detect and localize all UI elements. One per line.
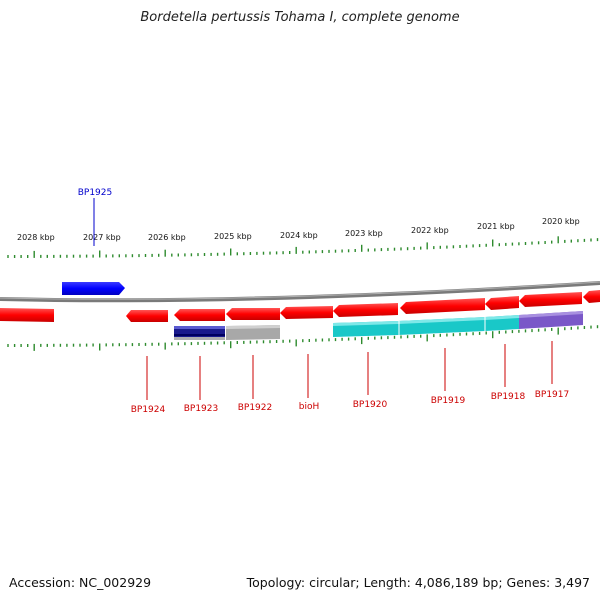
label-BP1920: BP1920	[353, 352, 388, 410]
gene-partial-left[interactable]	[0, 308, 54, 322]
scale-label-2025: 2025 kbp	[214, 232, 252, 241]
label-BP1917-text: BP1917	[535, 390, 570, 400]
gene-bioH[interactable]	[280, 306, 333, 319]
scale-label-2027: 2027 kbp	[83, 233, 121, 242]
scale-label-2024: 2024 kbp	[280, 231, 318, 240]
scale-label-2028: 2028 kbp	[17, 233, 55, 242]
label-BP1925: BP1925	[78, 188, 113, 246]
topology-text: Topology: circular; Length: 4,086,189 bp…	[246, 575, 590, 590]
scale-label-2022: 2022 kbp	[411, 226, 449, 235]
scale-label-2020: 2020 kbp	[542, 217, 580, 226]
label-BP1919-text: BP1919	[431, 396, 466, 406]
label-BP1919: BP1919	[431, 348, 466, 406]
feature-purple[interactable]	[519, 311, 583, 329]
label-BP1925-text: BP1925	[78, 188, 113, 198]
label-BP1924: BP1924	[131, 356, 166, 415]
gene-BP1917[interactable]	[519, 292, 582, 307]
label-BP1923: BP1923	[184, 356, 219, 414]
scale-labels: 2028 kbp 2027 kbp 2026 kbp 2025 kbp 2024…	[17, 217, 580, 242]
label-BP1922-text: BP1922	[238, 403, 273, 413]
label-BP1920-text: BP1920	[353, 400, 388, 410]
gene-BP1924[interactable]	[126, 310, 168, 322]
map-title: Bordetella pertussis Tohama I, complete …	[140, 10, 460, 25]
lower-tick-row	[7, 325, 599, 351]
feature-BP1922[interactable]	[226, 325, 280, 340]
genome-backbone	[0, 281, 600, 303]
label-BP1922: BP1922	[238, 355, 273, 413]
feature-BP1923[interactable]	[174, 326, 225, 340]
scale-label-2021: 2021 kbp	[477, 222, 515, 231]
gene-BP1923[interactable]	[174, 309, 225, 321]
scale-label-2026: 2026 kbp	[148, 233, 186, 242]
label-BP1924-text: BP1924	[131, 405, 166, 415]
feature-cyan[interactable]	[333, 315, 519, 337]
label-bioH-text: bioH	[299, 402, 320, 412]
upper-tick-row	[7, 236, 599, 258]
gene-BP1922[interactable]	[226, 308, 280, 320]
gene-BP1925[interactable]	[62, 282, 125, 295]
label-BP1923-text: BP1923	[184, 404, 219, 414]
scale-label-2023: 2023 kbp	[345, 229, 383, 238]
gene-BP1918[interactable]	[485, 296, 519, 310]
genome-backbone-highlight	[0, 281, 600, 300]
label-BP1918: BP1918	[491, 344, 526, 402]
label-bioH: bioH	[299, 354, 320, 412]
gene-BP1919[interactable]	[400, 298, 485, 314]
accession-text: Accession: NC_002929	[9, 575, 152, 590]
gene-partial-right[interactable]	[583, 290, 600, 303]
label-BP1918-text: BP1918	[491, 392, 526, 402]
gene-BP1920[interactable]	[333, 303, 398, 317]
label-BP1917: BP1917	[535, 341, 570, 400]
